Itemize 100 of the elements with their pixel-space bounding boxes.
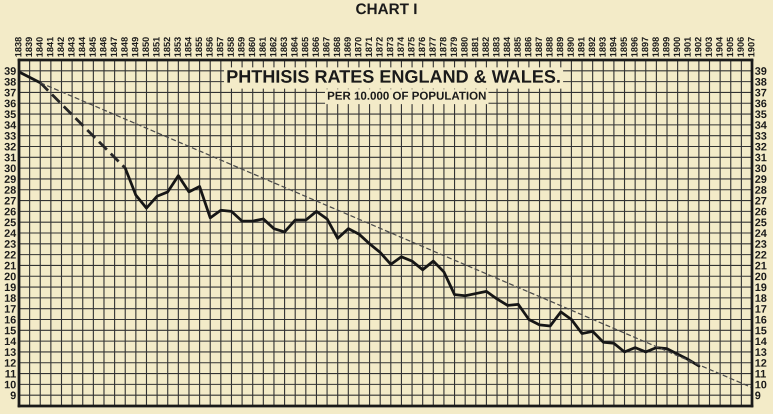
y-tick-label: 25 (4, 218, 16, 226)
x-tick-label: 1887 (536, 37, 542, 57)
x-tick-label: 1892 (588, 37, 596, 57)
x-tick-label: 1885 (514, 37, 521, 57)
x-tick-label: 1853 (174, 37, 181, 57)
y2-tick-label: 22 (755, 250, 766, 259)
y2-tick-label: 12 (755, 359, 766, 367)
y-tick-label: 17 (4, 305, 16, 313)
y2-tick-label: 36 (755, 100, 766, 108)
y2-tick-label: 14 (755, 338, 767, 346)
y2-tick-label: 20 (755, 272, 766, 280)
x-tick-label: 1907 (748, 37, 754, 57)
y-tick-label: 16 (4, 316, 16, 324)
y-tick-label: 34 (4, 121, 16, 129)
y2-tick-label: 21 (755, 262, 767, 270)
x-tick-label: 1858 (227, 37, 234, 57)
y-tick-label: 14 (4, 338, 16, 346)
y-tick-label: 33 (4, 132, 16, 140)
x-tick-label: 1861 (259, 37, 266, 57)
x-tick-label: 1847 (110, 37, 118, 57)
chart-title: PHTHISIS RATES ENGLAND & WALES. (227, 70, 560, 83)
x-tick-label: 1903 (705, 37, 712, 57)
x-tick-label: 1860 (248, 37, 256, 57)
x-tick-label: 1884 (504, 36, 510, 57)
x-tick-label: 1850 (142, 37, 149, 57)
x-tick-label: 1879 (450, 37, 458, 57)
x-tick-label: 1889 (556, 37, 564, 57)
y-tick-label: 26 (4, 208, 16, 216)
y2-tick-label: 26 (755, 208, 766, 216)
y-tick-label: 35 (4, 110, 16, 118)
x-tick-label: 1878 (440, 37, 446, 57)
x-tick-label: 1866 (312, 37, 319, 57)
x-tick-label: 1857 (216, 37, 224, 57)
y2-tick-label: 28 (755, 186, 766, 194)
x-tick-label: 1852 (164, 37, 170, 57)
y-tick-label: 31 (4, 154, 16, 162)
y-tick-label: 22 (4, 250, 16, 259)
y-tick-label: 9 (10, 392, 16, 400)
x-tick-label: 1839 (26, 37, 32, 57)
y2-tick-label: 15 (755, 326, 767, 334)
x-tick-label: 1883 (493, 37, 500, 57)
y2-tick-label: 30 (755, 164, 766, 172)
x-tick-label: 1893 (599, 37, 606, 57)
y2-tick-label: 29 (755, 175, 766, 183)
text: PER 10.000 OF POPULATION (328, 92, 486, 100)
y-tick-label: 28 (4, 186, 16, 194)
y-tick-label: 29 (4, 175, 16, 183)
x-tick-label: 1904 (716, 36, 723, 57)
y-tick-label: 18 (4, 294, 16, 302)
x-tick-label: 1845 (89, 37, 96, 57)
x-tick-label: 1881 (472, 37, 478, 57)
y-tick-label: 13 (4, 348, 16, 356)
y2-tick-label: 38 (755, 78, 766, 86)
y2-tick-label: 23 (755, 240, 766, 248)
x-tick-label: 1842 (57, 37, 64, 57)
y2-tick-label: 39 (755, 67, 766, 75)
y2-tick-label: 19 (755, 283, 766, 292)
x-tick-label: 1877 (429, 37, 436, 57)
x-tick-label: 1891 (578, 37, 584, 57)
x-tick-label: 1843 (68, 37, 75, 57)
x-tick-label: 1901 (684, 37, 691, 57)
x-tick-label: 1868 (334, 37, 340, 57)
y2-tick-label: 18 (755, 294, 766, 302)
x-tick-label: 1873 (386, 37, 394, 57)
y2-tick-label: 32 (755, 142, 766, 151)
x-tick-label: 1869 (344, 37, 351, 57)
y2-tick-label: 37 (755, 88, 766, 96)
x-tick-label: 1867 (323, 37, 330, 57)
x-tick-label: 1902 (694, 37, 702, 57)
x-tick-label: 1870 (354, 37, 362, 57)
x-tick-label: 1854 (184, 36, 192, 57)
y2-tick-label: 9 (755, 392, 760, 400)
y2-tick-label: 24 (755, 229, 767, 237)
y-tick-label: 12 (4, 359, 16, 367)
y2-tick-label: 33 (755, 132, 766, 140)
x-tick-label: 1863 (280, 37, 288, 57)
x-tick-label: 1856 (206, 37, 213, 57)
x-tick-label: 1851 (153, 37, 160, 57)
y2-tick-label: 35 (755, 110, 767, 118)
x-tick-label: 1875 (408, 37, 415, 57)
x-tick-label: 1897 (642, 37, 648, 57)
x-tick-label: 1865 (302, 37, 308, 57)
y-tick-label: 19 (4, 283, 16, 292)
x-tick-label: 1840 (36, 37, 43, 57)
x-tick-label: 1880 (461, 37, 468, 57)
y-tick-label: 10 (4, 380, 16, 388)
x-tick-label: 1846 (100, 37, 106, 57)
x-tick-label: 1900 (674, 37, 680, 57)
y2-tick-label: 25 (755, 218, 767, 226)
y-tick-label: 38 (4, 78, 16, 86)
x-tick-label: 1899 (662, 37, 670, 57)
x-tick-label: 1898 (652, 37, 659, 57)
x-tick-label: 1864 (291, 36, 298, 57)
x-tick-label: 1906 (737, 37, 744, 57)
y-tick-label: 23 (4, 240, 16, 248)
y-tick-label: 36 (4, 100, 16, 108)
y-tick-label: 11 (5, 370, 16, 378)
x-tick-label: 1874 (397, 36, 404, 57)
y-tick-label: 20 (4, 272, 16, 280)
y-tick-label: 24 (4, 229, 16, 237)
